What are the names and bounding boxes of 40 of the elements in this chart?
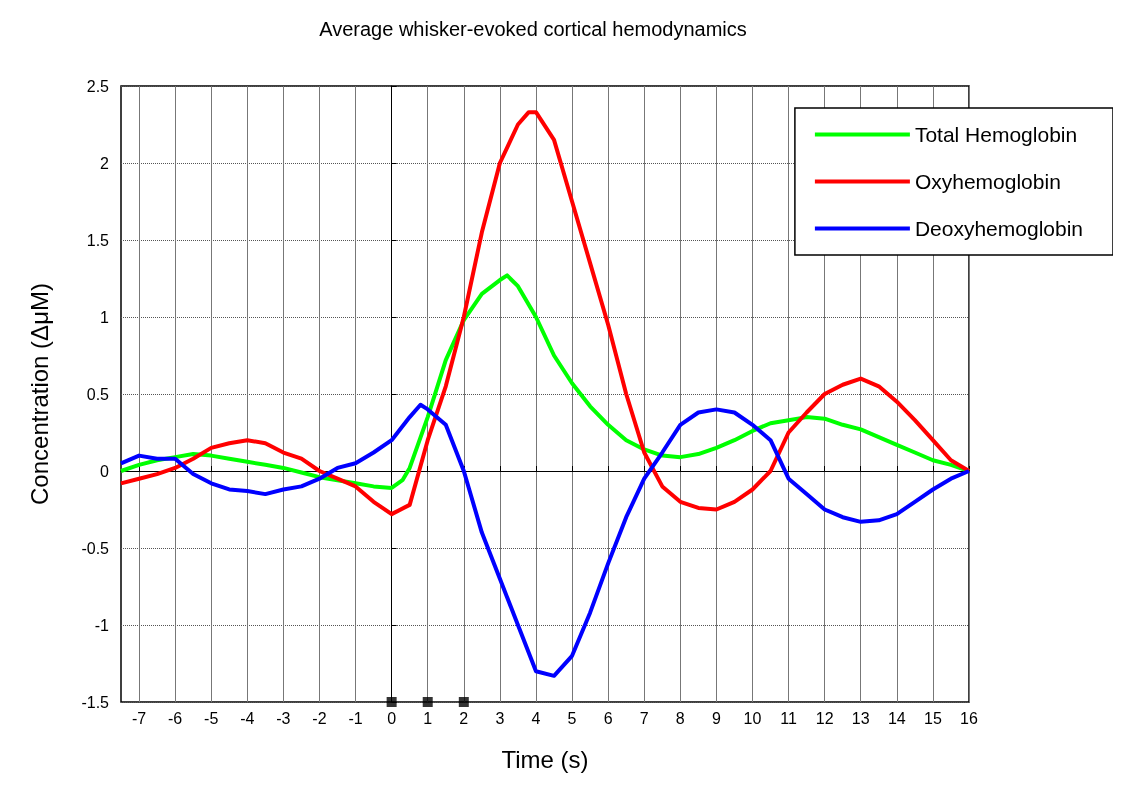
- x-tick-label: 2: [459, 709, 469, 727]
- line-series: [119, 402, 971, 678]
- y-tick-label: -1.5: [81, 693, 110, 711]
- x-tick-label: -5: [204, 709, 219, 727]
- x-tick-label: 9: [711, 709, 721, 727]
- x-tick-label: -3: [276, 709, 291, 727]
- y-axis-title: Concentration (ΔμM): [25, 283, 53, 505]
- x-tick-label: 10: [743, 709, 762, 727]
- y-tick-label: 1.5: [86, 231, 110, 249]
- x-tick-label: 4: [531, 709, 541, 727]
- x-tick-label: 8: [675, 709, 685, 727]
- x-tick-label: 1: [423, 709, 433, 727]
- chart-title: Average whisker-evoked cortical hemodynamics: [319, 18, 747, 40]
- x-tick-label: -2: [312, 709, 327, 727]
- y-tick-label: 2: [100, 154, 110, 172]
- y-tick-label: -0.5: [81, 539, 110, 557]
- x-tick-label: -7: [131, 709, 147, 727]
- x-tick-label: 12: [815, 709, 834, 727]
- x-tick-label: -6: [168, 709, 183, 727]
- x-tick-label: 5: [567, 709, 577, 727]
- x-tick-label: 6: [603, 709, 613, 727]
- legend-label: Oxyhemoglobin: [914, 170, 1061, 193]
- y-tick-label: 0.5: [86, 385, 110, 403]
- y-tick-label: 1: [100, 308, 110, 326]
- x-tick-label: 15: [924, 709, 942, 727]
- x-tick-label: 13: [851, 709, 870, 727]
- x-tick-label: 7: [639, 709, 649, 727]
- y-tick-label: 0: [100, 462, 110, 480]
- y-tick-label: 2.5: [86, 77, 110, 95]
- x-tick-label: -1: [348, 709, 363, 727]
- x-tick-label: 11: [780, 709, 797, 727]
- legend-label: Total Hemoglobin: [914, 123, 1078, 146]
- x-tick-label: 16: [960, 709, 978, 727]
- x-tick-label: 14: [887, 709, 906, 727]
- x-tick-label: 3: [495, 709, 505, 727]
- legend-label: Deoxyhemoglobin: [914, 217, 1084, 240]
- x-axis-title: Time (s): [501, 745, 589, 773]
- x-tick-label: 0: [387, 709, 397, 727]
- x-tick-label: -4: [240, 709, 255, 727]
- y-tick-label: -1: [94, 616, 110, 634]
